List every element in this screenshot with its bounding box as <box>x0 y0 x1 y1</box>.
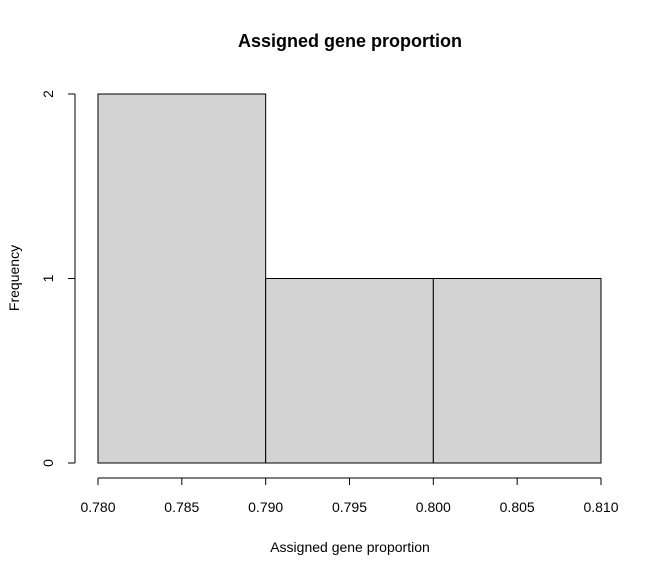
y-axis-label: Frequency <box>6 245 22 311</box>
x-tick-label: 0.780 <box>80 499 115 515</box>
histogram-bar-3 <box>432 278 602 464</box>
x-axis: 0.780 0.785 0.790 0.795 0.800 0.805 0.810 <box>80 477 619 515</box>
histogram-bar-1 <box>97 93 267 464</box>
y-tick-label: 1 <box>40 274 56 282</box>
histogram-bar-2 <box>265 278 434 464</box>
x-tick-label: 0.805 <box>500 499 535 515</box>
y-tick-label: 2 <box>40 90 56 98</box>
x-tick-label: 0.810 <box>583 499 618 515</box>
y-axis: 0 1 2 <box>40 90 76 467</box>
x-axis-label: Assigned gene proportion <box>270 539 430 555</box>
x-tick-label: 0.790 <box>248 499 283 515</box>
bars-group <box>97 93 602 464</box>
x-tick-label: 0.800 <box>416 499 451 515</box>
x-tick-label: 0.795 <box>332 499 367 515</box>
x-tick-label: 0.785 <box>164 499 199 515</box>
chart-title: Assigned gene proportion <box>238 31 462 51</box>
y-tick-label: 0 <box>40 459 56 467</box>
